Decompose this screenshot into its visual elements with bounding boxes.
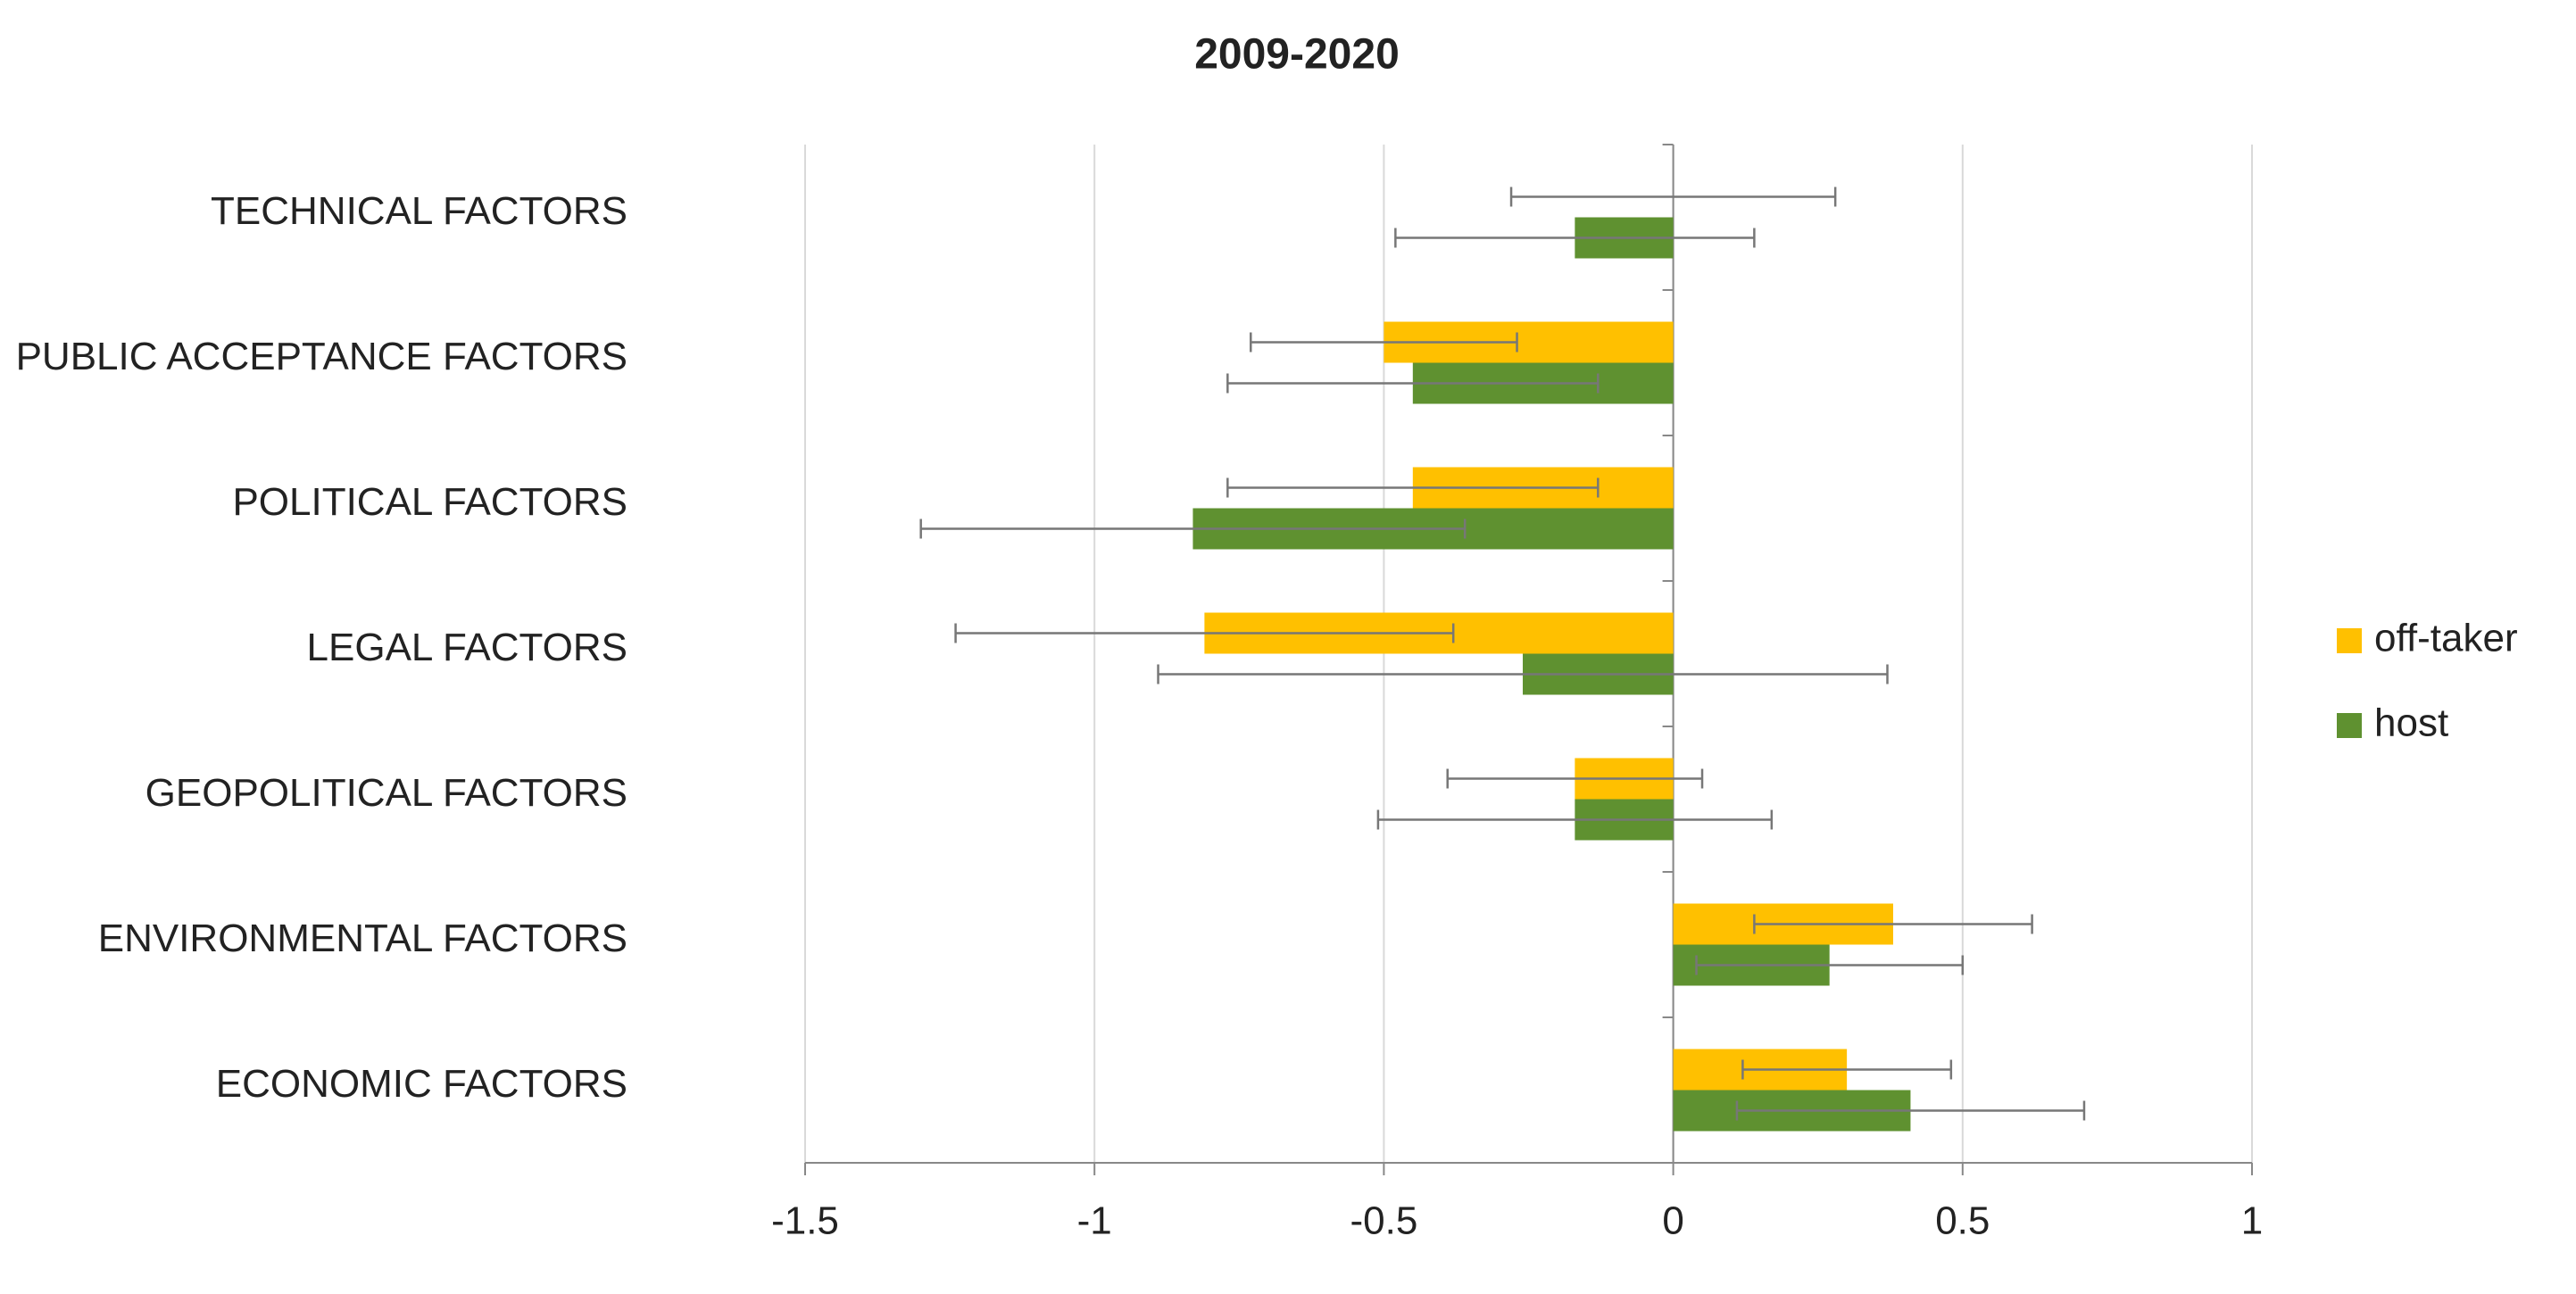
error-bar [919,518,1467,539]
error-bar [1735,1100,2086,1121]
y-tick-label: PUBLIC ACCEPTANCE FACTORS [16,335,627,378]
y-tick-label: ENVIRONMENTAL FACTORS [98,917,627,960]
error-bar [1376,809,1774,830]
legend-swatch [2337,713,2362,738]
legend-swatch [2337,628,2362,653]
error-bar [1753,914,2033,934]
y-tick-label: POLITICAL FACTORS [232,480,627,524]
error-bar [954,623,1455,643]
error-bar [1250,332,1518,353]
error-bar [1226,373,1600,394]
chart-title: 2009-2020 [1194,31,1400,79]
y-tick-label: TECHNICAL FACTORS [211,189,627,233]
y-tick-label: GEOPOLITICAL FACTORS [145,771,627,815]
y-tick-label: ECONOMIC FACTORS [216,1062,627,1106]
error-bar [1157,664,1889,684]
x-tick-label: -1.5 [771,1199,839,1243]
y-tick-label: LEGAL FACTORS [307,626,627,669]
x-tick-label: 0 [1662,1199,1683,1243]
error-bar [1741,1059,1953,1080]
error-bar [1446,768,1704,789]
error-bar [1394,228,1756,248]
error-bar [1226,477,1600,498]
error-bar [1695,955,1965,975]
error-bar [1509,187,1837,207]
legend-label: host [2374,701,2448,745]
x-tick-label: 0.5 [1935,1199,1990,1243]
x-tick-label: -1 [1077,1199,1112,1243]
x-tick-label: -0.5 [1350,1199,1417,1243]
x-tick-label: 1 [2241,1199,2263,1243]
legend-label: off-taker [2374,617,2518,660]
